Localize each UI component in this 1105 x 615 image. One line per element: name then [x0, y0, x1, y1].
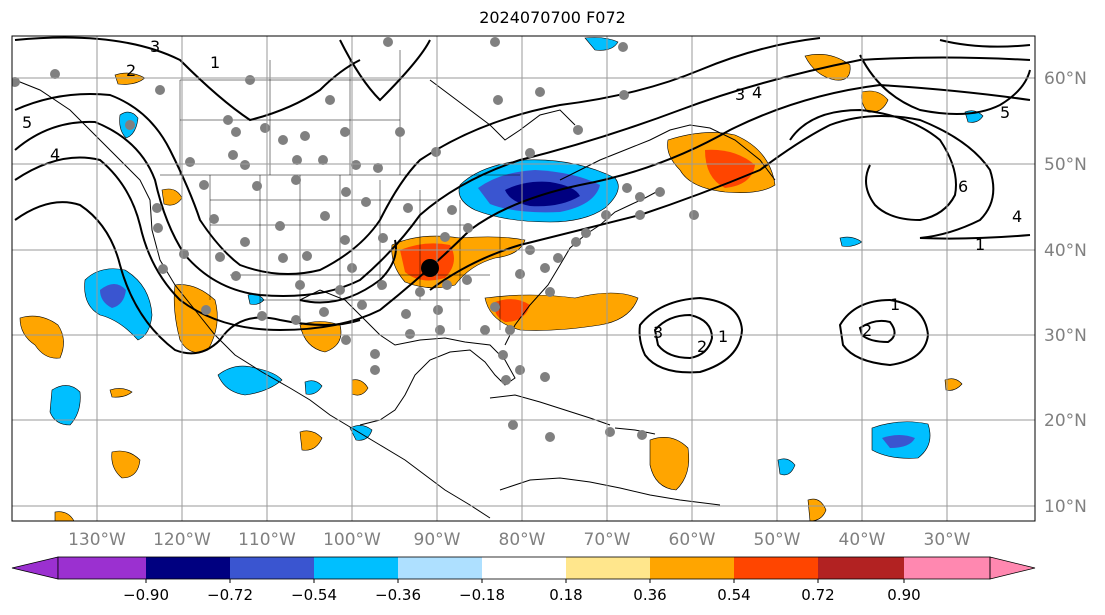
- lon-label: 40°W: [839, 530, 886, 550]
- neg-anomaly-small5: [777, 458, 796, 476]
- lat-label: 20°N: [1044, 411, 1087, 431]
- lon-label: 50°W: [754, 530, 801, 550]
- map-title: 2024070700 F072: [479, 8, 626, 27]
- contour-label: 3: [150, 37, 160, 56]
- colorbar-extend-high: [989, 556, 1036, 580]
- lat-label: 40°N: [1044, 241, 1087, 261]
- colorbar-extend-low: [11, 556, 59, 580]
- contour-label: 2: [862, 321, 872, 340]
- colorbar-seg: [734, 557, 818, 579]
- pos-anomaly-small3: [351, 379, 369, 396]
- lon-label: 30°W: [924, 530, 971, 550]
- coast-gulf-mexico: [299, 289, 516, 426]
- contour-lines: [14, 36, 1031, 374]
- coast-canada-east: [559, 124, 776, 181]
- coast-hispaniola: [614, 427, 656, 435]
- pos-anomaly-pacific-w: [19, 315, 64, 359]
- pos-anomaly-pacific-sw: [111, 450, 141, 479]
- pos-anomaly-small1: [109, 388, 133, 398]
- contour-label: 1: [975, 235, 985, 254]
- station-dots: [12, 37, 699, 442]
- contour-label: 1: [890, 295, 900, 314]
- lat-label: 50°N: [1044, 155, 1087, 175]
- lon-label: 90°W: [414, 530, 461, 550]
- contour-label: 5: [1000, 103, 1010, 122]
- pos-anomaly-small4: [944, 378, 963, 391]
- pos-anomaly-small8: [54, 511, 75, 521]
- colorbar-tick-label: 0.36: [633, 586, 666, 604]
- contour-label-group: 3 2 3 4 5 6 4 1 1 2 3 2 1 5 4 1: [22, 37, 1022, 356]
- colorbar-seg: [904, 557, 990, 579]
- colorbar-tick-label: −0.90: [123, 586, 169, 604]
- neg-anomaly-atlantic-east-core: [882, 435, 915, 448]
- colorbar-seg: [230, 557, 314, 579]
- coastlines: [14, 79, 776, 519]
- contour-label: 4: [1012, 207, 1022, 226]
- coast-hudson: [429, 79, 576, 141]
- contour-label: 3: [653, 323, 663, 342]
- colorbar-seg: [566, 557, 650, 579]
- colorbar-tick-label: −0.36: [375, 586, 421, 604]
- latitude-axis-labels: 60°N 50°N 40°N 30°N 20°N 10°N: [1044, 69, 1087, 517]
- neg-anomaly-pacific-west-core: [100, 284, 126, 308]
- contour-label: 1: [210, 53, 220, 72]
- colorbar-seg: [146, 557, 230, 579]
- contour-label: 5: [22, 113, 32, 132]
- lat-label: 30°N: [1044, 326, 1087, 346]
- highlight-marker: [421, 259, 439, 277]
- pos-anomaly-small2: [299, 430, 323, 451]
- coast-south-america: [499, 477, 721, 506]
- neg-anomaly-small1: [584, 37, 619, 51]
- lon-label: 80°W: [499, 530, 546, 550]
- contour-label: 1: [718, 327, 728, 346]
- colorbar-tick-label: −0.18: [459, 586, 505, 604]
- contour-label: 3: [735, 85, 745, 104]
- map-frame-border: [11, 35, 1036, 522]
- contour-label: 6: [958, 177, 968, 196]
- lat-label: 60°N: [1044, 69, 1087, 89]
- colorbar-seg: [650, 557, 734, 579]
- neg-anomaly-small8: [304, 380, 323, 395]
- contour-label: 4: [752, 83, 762, 102]
- longitude-axis-labels: 130°W 120°W 110°W 100°W 90°W 80°W 70°W 6…: [68, 530, 971, 550]
- lon-label: 110°W: [238, 530, 296, 550]
- lon-label: 130°W: [68, 530, 126, 550]
- coast-north-america-west: [14, 79, 491, 519]
- colorbar-tick-label: 0.72: [801, 586, 834, 604]
- colorbar-tick-label: 0.90: [887, 586, 920, 604]
- colorbar-tick-label: −0.72: [207, 586, 253, 604]
- lon-label: 60°W: [669, 530, 716, 550]
- coast-cuba: [489, 394, 611, 426]
- pos-anomaly-newfoundland-core: [705, 149, 755, 188]
- lat-label: 10°N: [1044, 497, 1087, 517]
- colorbar-seg: [314, 557, 398, 579]
- colorbar: −0.90 −0.72 −0.54 −0.36 −0.18 0.18 0.36 …: [11, 556, 1036, 604]
- neg-anomaly-gulf: [217, 365, 283, 396]
- contour-label: 2: [126, 61, 136, 80]
- lon-label: 120°W: [153, 530, 211, 550]
- colorbar-seg: [818, 557, 904, 579]
- colorbar-seg: [58, 557, 146, 579]
- colorbar-seg: [482, 557, 566, 579]
- contour-low-subtropical: [638, 296, 744, 374]
- pos-anomaly-caribbean: [649, 437, 690, 491]
- lon-label: 70°W: [584, 530, 631, 550]
- graticule: [12, 36, 1035, 521]
- colorbar-tick-label: 0.18: [549, 586, 582, 604]
- contour-label: 4: [50, 145, 60, 164]
- colorbar-tick-label: −0.54: [291, 586, 337, 604]
- colorbar-seg: [398, 557, 482, 579]
- colorbar-tick-label: 0.54: [717, 586, 750, 604]
- contour-label: 2: [697, 337, 707, 356]
- lon-label: 100°W: [323, 530, 381, 550]
